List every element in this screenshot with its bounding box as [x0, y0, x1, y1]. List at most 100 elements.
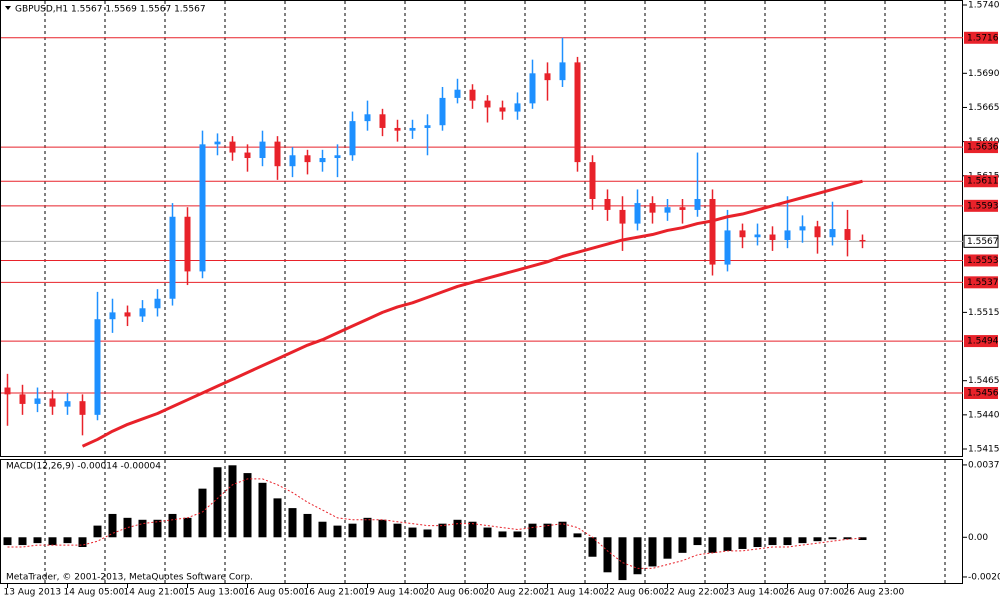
macd-bar: [78, 537, 87, 548]
y-tick-label: 1.5415: [968, 445, 1000, 455]
candle-body: [784, 230, 791, 240]
level-label: 1.5716: [967, 33, 999, 43]
macd-bar: [858, 537, 867, 541]
candle-body: [334, 155, 341, 159]
macd-bar: [498, 531, 507, 538]
chart-title: GBPUSD,H1 1.5567 1.5569 1.5567 1.5567: [15, 5, 206, 15]
candle-body: [229, 141, 236, 153]
candle-body: [859, 239, 866, 242]
macd-bar: [33, 537, 42, 544]
macd-bar: [333, 525, 342, 538]
macd-bar: [678, 537, 687, 553]
candle-body: [349, 121, 356, 156]
macd-bar: [303, 513, 312, 538]
candle-body: [19, 394, 26, 404]
level-label: 1.5553: [967, 256, 999, 266]
signal-line: [7, 478, 863, 569]
candle-body: [184, 216, 191, 272]
x-tick-label: 14 Aug 05:00: [64, 588, 125, 598]
candle-body: [79, 401, 86, 415]
candle-body: [514, 103, 521, 112]
macd-bar: [243, 473, 252, 538]
macd-bar: [453, 519, 462, 538]
candle-body: [94, 319, 101, 415]
macd-bar: [18, 537, 27, 546]
macd-bar: [138, 519, 147, 538]
candle-body: [49, 398, 56, 407]
macd-bar: [393, 523, 402, 538]
candle-body: [484, 100, 491, 108]
candle-body: [619, 209, 626, 224]
macd-bar: [693, 537, 702, 546]
candle-body: [109, 312, 116, 320]
macd-bar: [123, 517, 132, 538]
x-tick-label: 13 Aug 2013: [4, 588, 62, 598]
macd-bar: [648, 537, 657, 567]
candle-body: [709, 198, 716, 265]
level-tag: [964, 31, 998, 44]
candle-body: [694, 198, 701, 210]
macd-bar: [573, 533, 582, 538]
y-tick-label: 0.00372: [968, 460, 1000, 470]
y-tick-label: -0.00204: [968, 572, 1000, 582]
level-label: 1.5456: [967, 388, 999, 398]
macd-bar: [198, 488, 207, 538]
menu-icon: [5, 6, 11, 10]
candle-body: [754, 234, 761, 238]
candle-body: [214, 141, 221, 145]
macd-bar: [618, 537, 627, 581]
y-tick-label: 1.5665: [968, 103, 1000, 113]
candle-body: [769, 234, 776, 240]
macd-bar: [783, 537, 792, 546]
level-tag: [964, 199, 998, 212]
macd-bar: [378, 519, 387, 538]
candle-body: [574, 62, 581, 163]
candle-body: [439, 97, 446, 126]
x-tick-label: 23 Aug 14:00: [724, 588, 785, 598]
candle-body: [34, 398, 41, 404]
candle-body: [799, 226, 806, 231]
macd-bar: [813, 537, 822, 542]
macd-bar: [768, 537, 777, 546]
candle-body: [634, 203, 641, 224]
macd-bar: [168, 513, 177, 538]
macd-bar: [798, 537, 807, 544]
candle-body: [409, 127, 416, 131]
moving-average: [81, 179, 863, 448]
macd-bar: [588, 537, 597, 557]
macd-frame: [0, 459, 963, 584]
candle-body: [649, 203, 656, 213]
level-label: 1.5593: [967, 201, 999, 211]
vertical-grid: [44, 1, 946, 583]
y-tick-label: 1.5740: [968, 1, 1000, 11]
macd-bar: [363, 517, 372, 538]
candle-body: [529, 73, 536, 104]
macd-bar: [513, 531, 522, 538]
x-tick-label: 14 Aug 21:00: [124, 588, 185, 598]
macd-bar: [3, 537, 12, 546]
macd-bar: [48, 537, 57, 546]
level-label: 1.5636: [967, 143, 999, 153]
candle-body: [424, 125, 431, 128]
macd-bar: [633, 537, 642, 575]
candle-body: [829, 229, 836, 238]
macd-bar: [213, 467, 222, 538]
candle-body: [169, 216, 176, 299]
x-tick-label: 21 Aug 14:00: [544, 588, 605, 598]
candle-body: [259, 141, 266, 159]
watermark: MetaTrader, © 2001-2013, MetaQuotes Soft…: [6, 573, 253, 583]
macd-bar: [753, 537, 762, 548]
macd-bar: [708, 537, 717, 553]
x-tick-label: 22 Aug 06:00: [604, 588, 665, 598]
candle-body: [274, 141, 281, 167]
level-tag: [964, 386, 998, 399]
macd-bar: [528, 523, 537, 538]
x-tick-label: 20 Aug 06:00: [424, 588, 485, 598]
x-tick-label: 15 Aug 13:00: [184, 588, 245, 598]
y-tick-label: 1.5440: [968, 410, 1000, 420]
macd-bar: [483, 527, 492, 538]
candle-body: [589, 162, 596, 199]
level-tag: [964, 175, 998, 188]
candle-body: [289, 155, 296, 167]
